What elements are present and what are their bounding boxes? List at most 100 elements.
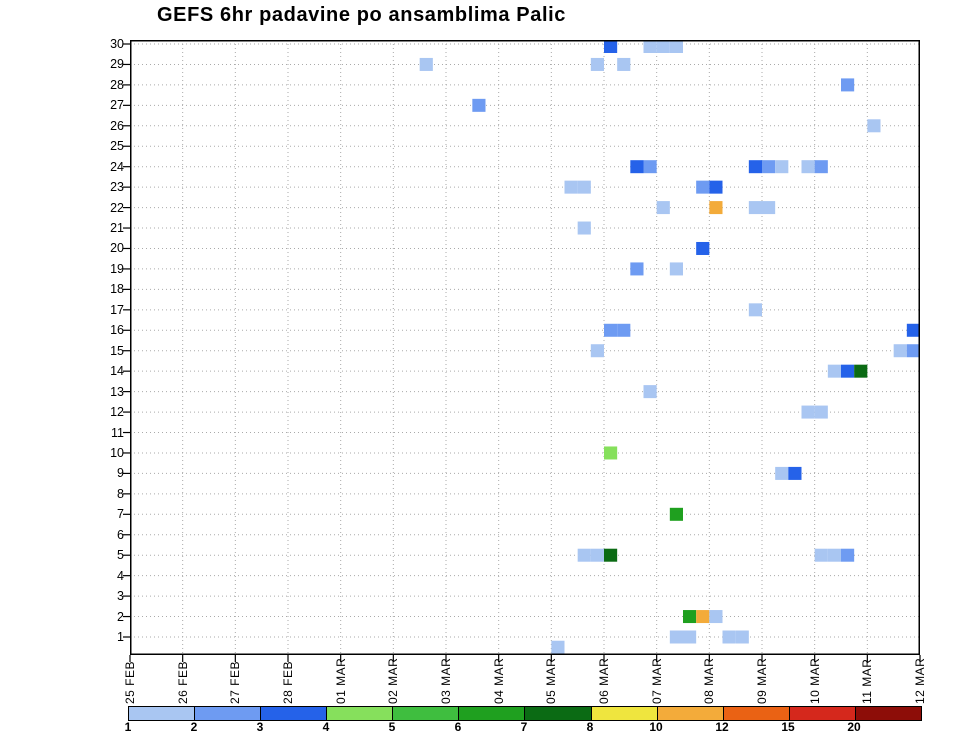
y-tick-label: 21 [110, 221, 124, 236]
precip-cell [696, 241, 710, 255]
precip-cell [748, 160, 762, 174]
colorbar-segment [459, 707, 526, 720]
precip-cell [814, 160, 828, 174]
y-tick-label: 19 [110, 261, 124, 276]
precip-cell [604, 323, 618, 337]
precip-cell [722, 630, 736, 644]
y-tick-label: 2 [117, 609, 124, 624]
colorbar-segment [261, 707, 328, 720]
precip-cell [775, 466, 789, 480]
precip-cell [748, 303, 762, 317]
y-tick-label: 27 [110, 98, 124, 113]
precip-cell [709, 610, 723, 624]
y-tick-label: 13 [110, 384, 124, 399]
x-tick-label: 02 MAR [386, 657, 401, 704]
colorbar-segment [789, 707, 856, 720]
y-tick-label: 26 [110, 118, 124, 133]
x-tick-label: 04 MAR [491, 657, 506, 704]
precip-cell [814, 405, 828, 419]
x-tick-label: 06 MAR [597, 657, 611, 704]
x-tick-label: 27 FEB [228, 660, 243, 704]
colorbar-segment [393, 707, 460, 720]
precip-cell [709, 180, 723, 194]
x-tick-label: 12 MAR [913, 657, 927, 704]
colorbar-segment [855, 707, 921, 720]
colorbar-segment [591, 707, 658, 720]
plot-frame [130, 40, 920, 655]
precip-cell [419, 57, 433, 71]
precip-cell [630, 160, 644, 174]
y-tick-label: 29 [110, 57, 124, 72]
y-tick-label: 20 [110, 241, 124, 256]
colorbar-segment [195, 707, 262, 720]
colorbar-tick-label: 7 [520, 720, 528, 734]
precip-cell [683, 630, 697, 644]
colorbar-tick-label: 2 [190, 720, 198, 734]
y-tick-label: 3 [117, 589, 124, 604]
precip-cell [604, 548, 618, 562]
precip-cell [617, 57, 631, 71]
precip-cell [748, 201, 762, 215]
precip-cell [827, 364, 841, 378]
precip-cell [590, 548, 604, 562]
precip-cell [854, 364, 868, 378]
y-tick-label: 8 [117, 486, 124, 501]
precip-cell [669, 262, 683, 276]
y-tick-label: 7 [117, 507, 124, 522]
x-tick-label: 28 FEB [281, 660, 295, 704]
colorbar-tick-label: 15 [781, 720, 795, 734]
precip-cell [827, 548, 841, 562]
precip-cell [577, 221, 591, 235]
colorbar-tick-label: 3 [256, 720, 264, 734]
y-tick-label: 6 [117, 527, 124, 542]
precip-cell [906, 344, 920, 358]
precip-cell [814, 548, 828, 562]
x-tick-label: 25 FEB [123, 660, 137, 704]
y-tick-label: 1 [117, 630, 124, 644]
y-tick-label: 14 [110, 364, 124, 379]
precip-cell [551, 640, 565, 654]
x-tick-label: 10 MAR [807, 657, 822, 704]
precip-cell [801, 160, 815, 174]
plot-area [123, 40, 921, 662]
precip-cell [762, 160, 776, 174]
chart-title: GEFS 6hr padavine po ansamblima Palic [157, 4, 566, 26]
precip-cell [604, 446, 618, 460]
y-tick-label: 25 [110, 139, 124, 154]
colorbar-tick-label: 12 [715, 720, 729, 734]
precip-cell [841, 364, 855, 378]
precip-cell [643, 40, 657, 53]
colorbar-segment [525, 707, 592, 720]
y-tick-label: 9 [117, 466, 124, 481]
y-tick-label: 10 [110, 445, 124, 460]
colorbar-segment [723, 707, 790, 720]
precip-cell [604, 40, 618, 53]
x-tick-label: 07 MAR [649, 657, 664, 704]
y-tick-label: 18 [110, 282, 124, 297]
y-tick-label: 12 [110, 405, 124, 420]
colorbar-segment [129, 707, 196, 720]
precip-cell [643, 385, 657, 399]
precip-cell [669, 40, 683, 53]
colorbar-tick-label: 1 [124, 720, 132, 734]
y-tick-label: 16 [110, 323, 124, 338]
y-tick-label: 17 [110, 302, 124, 317]
precip-cell [683, 610, 697, 624]
precip-cell [590, 57, 604, 71]
colorbar-tick-label: 20 [847, 720, 861, 734]
x-tick-label: 03 MAR [439, 657, 453, 704]
y-tick-label: 24 [110, 159, 124, 174]
colorbar-tick-label: 10 [649, 720, 663, 734]
precip-cell [801, 405, 815, 419]
precip-cell [564, 180, 578, 194]
precip-cell [735, 630, 749, 644]
x-tick-label: 05 MAR [544, 657, 559, 704]
precip-cell [577, 548, 591, 562]
colorbar-tick-label: 8 [586, 720, 594, 734]
precip-cell [841, 78, 855, 92]
precip-cell [472, 98, 486, 112]
y-tick-label: 28 [110, 77, 124, 92]
precip-cell [906, 323, 920, 337]
x-tick-label: 11 MAR [860, 658, 875, 704]
precip-cell [656, 201, 670, 215]
